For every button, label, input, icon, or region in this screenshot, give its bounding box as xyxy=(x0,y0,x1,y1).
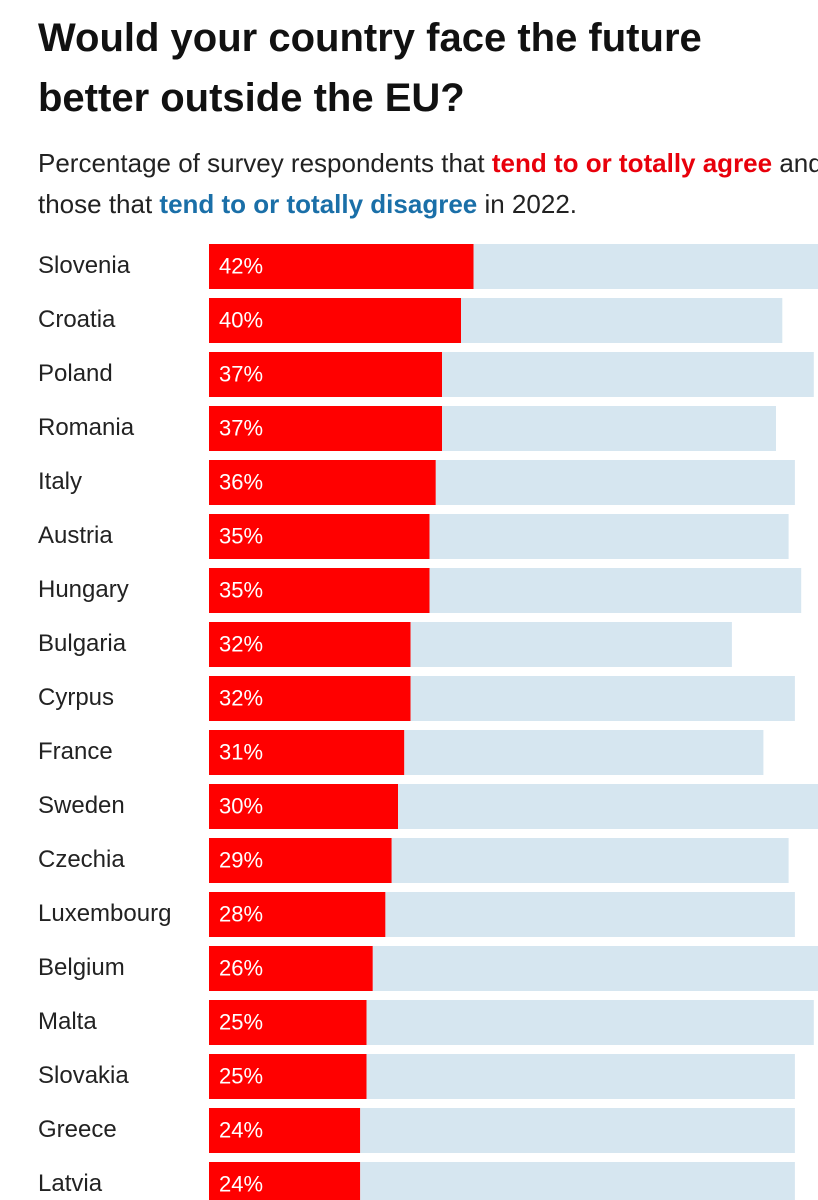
bar-segment xyxy=(435,460,795,505)
bar-segment xyxy=(209,838,392,883)
bar-segment xyxy=(442,406,776,451)
bar-segment xyxy=(209,568,430,613)
bar-segment xyxy=(209,622,411,667)
category-label: Austria xyxy=(38,522,113,549)
bar-segment xyxy=(385,892,795,937)
bar-segment xyxy=(209,352,443,397)
legend-disagree: tend to or totally disagree xyxy=(159,189,478,219)
category-label: Slovakia xyxy=(38,1062,129,1089)
value-label: 37% xyxy=(219,415,263,440)
bar-segment xyxy=(209,784,398,829)
category-label: Latvia xyxy=(38,1170,103,1197)
bar-segment xyxy=(209,1108,361,1153)
bar-segment xyxy=(209,892,386,937)
bar-segment xyxy=(398,784,818,829)
subtitle-text: in 2022. xyxy=(477,189,577,219)
category-label: Sweden xyxy=(38,792,125,819)
bar-segment xyxy=(372,946,818,991)
bar-segment xyxy=(391,838,789,883)
subtitle-text: and those that xyxy=(38,148,818,219)
chart-title: Would your country face the future bette… xyxy=(38,16,702,120)
category-label: Czechia xyxy=(38,846,125,873)
bar-segment xyxy=(209,730,405,775)
bar-segment xyxy=(209,946,373,991)
bar-segment xyxy=(442,352,814,397)
value-label: 32% xyxy=(219,685,263,710)
category-label: Poland xyxy=(38,360,113,387)
category-label: Bulgaria xyxy=(38,630,127,657)
value-label: 26% xyxy=(219,955,263,980)
bar-segment xyxy=(209,1054,367,1099)
category-label: Cyrpus xyxy=(38,684,114,711)
value-label: 31% xyxy=(219,739,263,764)
value-label: 35% xyxy=(219,523,263,548)
bar-segment xyxy=(461,298,783,343)
value-label: 42% xyxy=(219,253,263,278)
value-label: 29% xyxy=(219,847,263,872)
category-label: Malta xyxy=(38,1008,97,1035)
bar-segment xyxy=(429,514,789,559)
bar-segment xyxy=(410,676,795,721)
value-label: 28% xyxy=(219,901,263,926)
value-label: 24% xyxy=(219,1117,263,1142)
category-label: Greece xyxy=(38,1116,117,1143)
bar-segment xyxy=(209,1000,367,1045)
bar-segment xyxy=(360,1108,795,1153)
category-label: Belgium xyxy=(38,954,125,981)
chart-subtitle: Percentage of survey respondents that te… xyxy=(38,143,818,225)
bar-segment xyxy=(366,1000,814,1045)
bar-segment xyxy=(360,1162,795,1200)
category-label: Croatia xyxy=(38,306,116,333)
value-label: 36% xyxy=(219,469,263,494)
bar-segment xyxy=(209,244,474,289)
bar-segment xyxy=(209,460,436,505)
value-label: 25% xyxy=(219,1009,263,1034)
bar-segment xyxy=(410,622,732,667)
category-label: Hungary xyxy=(38,576,129,603)
category-label: Luxembourg xyxy=(38,900,171,927)
value-label: 37% xyxy=(219,361,263,386)
bar-segment xyxy=(473,244,818,289)
value-label: 32% xyxy=(219,631,263,656)
value-label: 40% xyxy=(219,307,263,332)
value-label: 25% xyxy=(219,1063,263,1088)
category-label: Romania xyxy=(38,414,135,441)
bar-segment xyxy=(429,568,802,613)
value-label: 30% xyxy=(219,793,263,818)
bar-segment xyxy=(209,676,411,721)
bar-segment xyxy=(209,1162,361,1200)
bar-segment xyxy=(209,514,430,559)
value-label: 35% xyxy=(219,577,263,602)
value-label: 24% xyxy=(219,1171,263,1196)
category-label: France xyxy=(38,738,113,765)
legend-agree: tend to or totally agree xyxy=(491,148,773,178)
category-label: Slovenia xyxy=(38,252,131,279)
subtitle-text: Percentage of survey respondents that xyxy=(38,148,492,178)
bar-segment xyxy=(209,406,443,451)
bar-segment xyxy=(404,730,764,775)
category-label: Italy xyxy=(38,468,82,495)
bar-segment xyxy=(366,1054,795,1099)
bar-segment xyxy=(209,298,461,343)
